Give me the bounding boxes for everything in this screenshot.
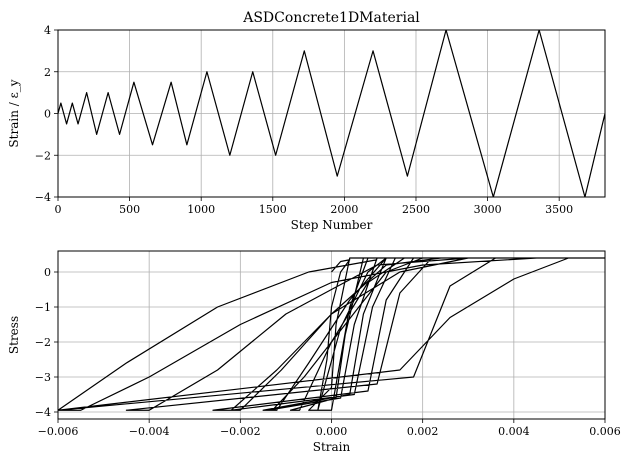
x-tick-label: 2500 xyxy=(402,203,430,216)
strain-history-plot: 0 500 1000 1500 2000 2500 3000 3500 −4 −2 0 2 4 ASDCo… xyxy=(7,10,606,232)
x-tick-label: −0.004 xyxy=(129,425,170,438)
y-tick-label: 0 xyxy=(44,108,51,121)
y-tick-label: −3 xyxy=(35,371,51,384)
y-tick-label: 0 xyxy=(44,266,51,279)
x-axis-label: Step Number xyxy=(291,218,373,232)
x-tick-label: 0.004 xyxy=(498,425,530,438)
y-axis-label: Strain / ε_y xyxy=(7,79,21,147)
x-tick-label: 3500 xyxy=(545,203,573,216)
y-tick-label: 2 xyxy=(44,66,51,79)
chart-title: ASDConcrete1DMaterial xyxy=(242,10,420,26)
x-tick-label: 1500 xyxy=(259,203,287,216)
y-tick-label: 4 xyxy=(44,24,51,37)
x-tick-label: 2000 xyxy=(330,203,358,216)
x-tick-label: 3000 xyxy=(474,203,502,216)
x-axis-label: Strain xyxy=(313,440,351,454)
series-line xyxy=(58,257,605,411)
x-tick-label: −0.002 xyxy=(220,425,261,438)
x-tick-label: 0.000 xyxy=(316,425,348,438)
x-tick-label: 0.006 xyxy=(589,425,621,438)
stress-strain-plot: −0.006 −0.004 −0.002 0.000 0.002 0.004 0.006 −4… xyxy=(7,250,621,454)
x-tick-label: 0.002 xyxy=(407,425,439,438)
y-tick-label: −2 xyxy=(35,149,51,162)
x-tick-label: 1000 xyxy=(187,203,215,216)
y-tick-label: −4 xyxy=(35,406,51,419)
y-tick-label: −1 xyxy=(35,301,51,314)
y-axis-label: Stress xyxy=(7,316,21,354)
x-tick-label: 0 xyxy=(55,203,62,216)
x-tick-label: 500 xyxy=(119,203,140,216)
y-tick-label: −2 xyxy=(35,336,51,349)
y-tick-label: −4 xyxy=(35,191,51,204)
x-tick-label: −0.006 xyxy=(38,425,79,438)
series-line xyxy=(58,30,605,197)
